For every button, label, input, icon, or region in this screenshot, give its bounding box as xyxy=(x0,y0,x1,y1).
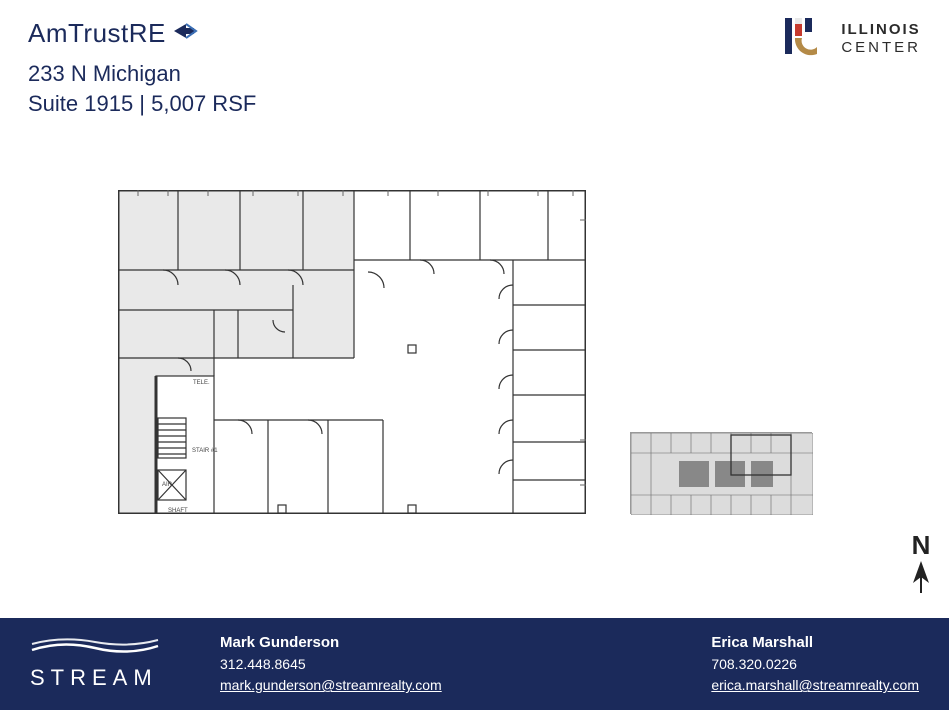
compass: N xyxy=(911,530,931,593)
header: AmTrustRE 233 N Michigan Suite 1915 | 5,… xyxy=(0,0,949,120)
shaft-label: SHAFT xyxy=(168,508,188,514)
contact-2-email: erica.marshall@streamrealty.com xyxy=(711,675,919,696)
stair-label: STAIR #1 xyxy=(192,448,218,454)
amtrust-brand-text: AmTrustRE xyxy=(28,18,166,49)
tele-label: TELE. xyxy=(193,380,210,386)
stream-logo: STREAM xyxy=(30,638,160,691)
contact-1-phone: 312.448.8645 xyxy=(220,654,442,675)
contact-2-name: Erica Marshall xyxy=(711,632,919,655)
illinois-line1: ILLINOIS xyxy=(841,21,921,39)
contact-2-phone: 708.320.0226 xyxy=(711,654,919,675)
footer: STREAM Mark Gunderson 312.448.8645 mark.… xyxy=(0,618,949,710)
illinois-line2: CENTER xyxy=(841,39,921,57)
contact-2: Erica Marshall 708.320.0226 erica.marsha… xyxy=(711,632,919,697)
illinois-center-logo: ILLINOIS CENTER xyxy=(783,14,921,63)
illinois-center-text: ILLINOIS CENTER xyxy=(841,21,921,57)
north-arrow-icon xyxy=(911,561,931,593)
contact-1: Mark Gunderson 312.448.8645 mark.gunders… xyxy=(220,632,442,697)
stream-wave-icon xyxy=(30,638,160,661)
illinois-center-icon xyxy=(783,14,831,63)
property-address: 233 N Michigan xyxy=(28,59,921,89)
floorplan-main: STAIR #1 TELE. AIR SHAFT xyxy=(118,190,586,514)
contacts: Mark Gunderson 312.448.8645 mark.gunders… xyxy=(220,632,919,697)
compass-label: N xyxy=(911,530,931,561)
keyplan xyxy=(630,432,812,514)
contact-1-name: Mark Gunderson xyxy=(220,632,442,655)
property-info: 233 N Michigan Suite 1915 | 5,007 RSF xyxy=(28,59,921,118)
air-label: AIR xyxy=(162,482,173,488)
property-suite: Suite 1915 | 5,007 RSF xyxy=(28,89,921,119)
stream-word: STREAM xyxy=(30,665,160,691)
contact-1-email: mark.gunderson@streamrealty.com xyxy=(220,675,442,696)
amtrust-arrow-icon xyxy=(172,18,198,49)
